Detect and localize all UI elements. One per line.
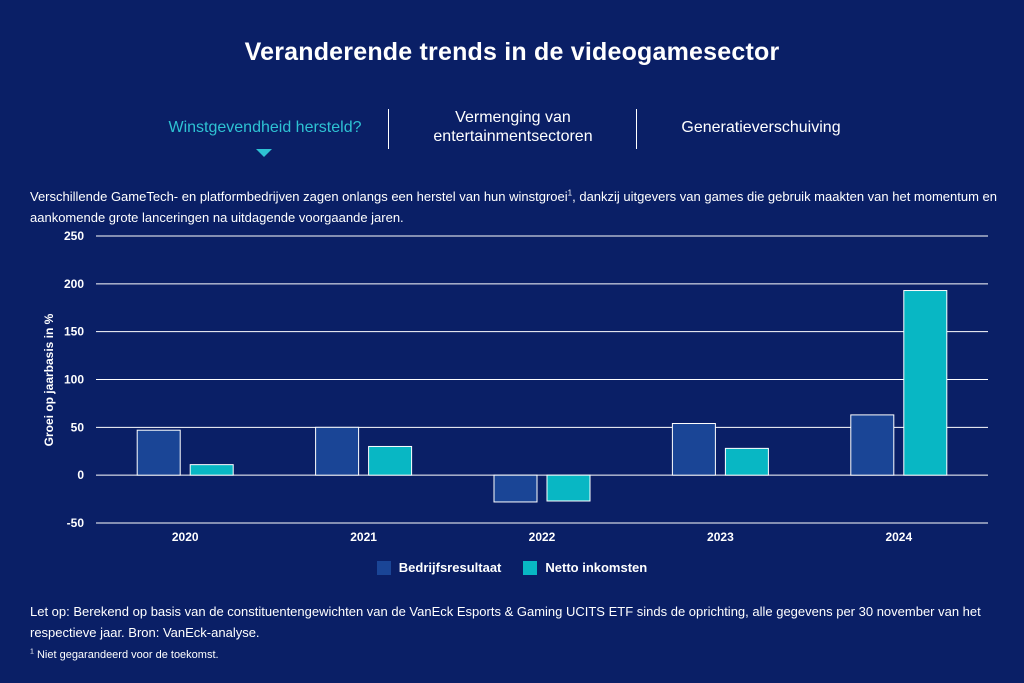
y-tick-label: 200	[64, 277, 84, 291]
footnote: 1 Niet gegarandeerd voor de toekomst.	[30, 647, 990, 663]
bar-netto-inkomsten-2023	[724, 447, 769, 476]
y-tick-label: 100	[64, 373, 84, 387]
intro-text: Verschillende GameTech- en platformbedri…	[30, 186, 1000, 228]
legend-label: Netto inkomsten	[545, 560, 648, 575]
source-note: Let op: Berekend op basis van de constit…	[30, 604, 981, 640]
x-tick-label: 2022	[529, 530, 556, 544]
bar-bedrijfsresultaat-2023	[671, 423, 716, 476]
page-title: Veranderende trends in de videogamesecto…	[244, 38, 780, 66]
intro-text-rest: , dankzij uitgevers van games die gebrui…	[30, 189, 998, 225]
y-tick-label: 250	[64, 229, 84, 243]
tab-divider	[388, 109, 389, 149]
y-tick-label: 150	[64, 325, 84, 339]
legend-label: Bedrijfsresultaat	[398, 560, 502, 575]
legend-item-netto-inkomsten: Netto inkomsten	[523, 560, 647, 575]
y-tick-label: -50	[67, 516, 85, 530]
footnote-text: Niet gegarandeerd voor de toekomst.	[33, 649, 219, 661]
tab-generatieverschuiving[interactable]: Generatieverschuiving	[681, 118, 841, 136]
x-tick-label: 2020	[172, 530, 199, 544]
bar-bedrijfsresultaat-2022	[493, 474, 538, 503]
tab-vermenging[interactable]: Vermenging van entertainmentsectoren	[433, 109, 593, 145]
bar-netto-inkomsten-2020	[189, 464, 234, 476]
legend-item-bedrijfsresultaat: Bedrijfsresultaat	[376, 560, 502, 575]
bar-bedrijfsresultaat-2024	[850, 414, 895, 476]
y-axis-label: Groei op jaarbasis in %	[42, 313, 56, 446]
footnote-marker: 1	[30, 648, 34, 656]
tab-winstgevendheid[interactable]: Winstgevendheid hersteld?	[168, 118, 362, 136]
bar-netto-inkomsten-2024	[903, 290, 948, 476]
legend-swatch	[376, 560, 391, 575]
x-tick-label: 2021	[350, 530, 377, 544]
bar-netto-inkomsten-2021	[368, 445, 413, 476]
footnote-marker: 1	[567, 188, 573, 198]
tab-divider	[636, 109, 637, 149]
legend-swatch	[523, 560, 538, 575]
y-tick-label: 50	[71, 420, 85, 434]
x-tick-label: 2024	[885, 530, 912, 544]
active-tab-caret-icon	[256, 149, 272, 157]
chart-legend: Bedrijfsresultaat Netto inkomsten	[0, 560, 1024, 575]
tab-bar: Winstgevendheid hersteld? Vermenging van…	[0, 105, 1024, 157]
bar-bedrijfsresultaat-2020	[136, 429, 181, 476]
x-tick-label: 2023	[707, 530, 734, 544]
bar-netto-inkomsten-2022	[546, 474, 591, 502]
y-tick-label: 0	[77, 468, 84, 482]
bar-bedrijfsresultaat-2021	[315, 426, 360, 476]
intro-text-main: Verschillende GameTech- en platformbedri…	[30, 189, 568, 204]
